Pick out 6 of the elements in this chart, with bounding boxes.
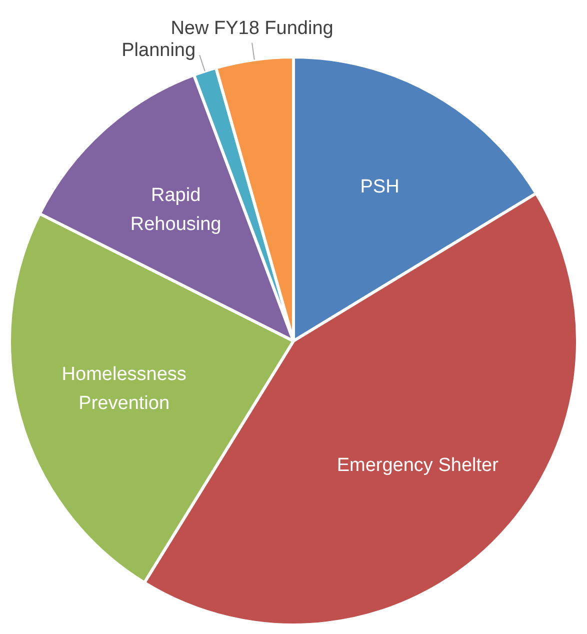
slice-label: Emergency Shelter xyxy=(336,455,500,476)
slice-label: Planning xyxy=(122,40,196,62)
slice-label: Homelessness Prevention xyxy=(62,364,186,414)
slice-label: PSH xyxy=(360,176,400,198)
slice-label: Rapid Rehousing xyxy=(130,184,222,235)
slice-label: New FY18 Funding xyxy=(170,18,334,40)
